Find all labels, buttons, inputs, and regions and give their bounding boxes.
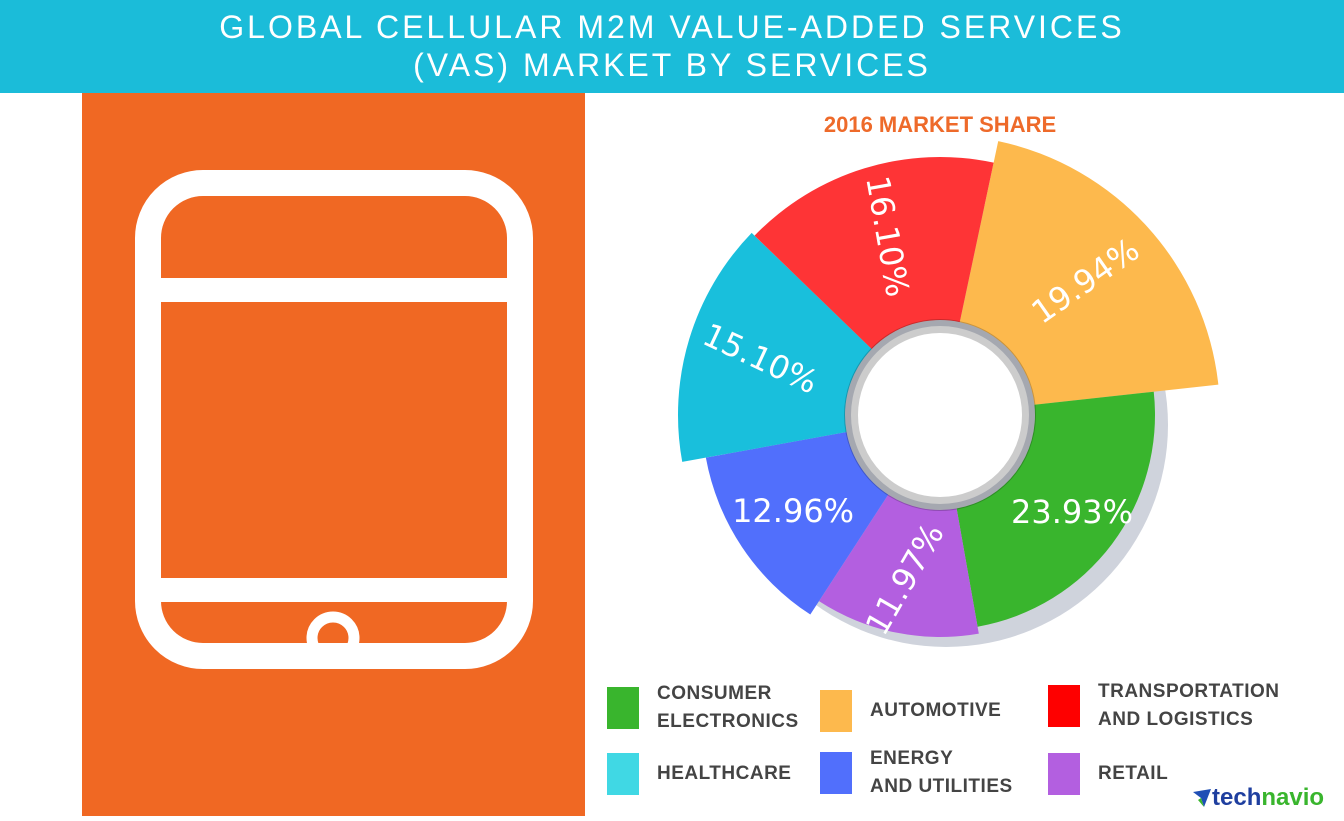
logo-text-navio: navio xyxy=(1261,784,1325,811)
data-label: 23.93% xyxy=(1011,493,1133,531)
slice-healthcare xyxy=(678,232,872,462)
technavio-logo: tech navio xyxy=(1192,784,1324,812)
legend-retail: RETAIL xyxy=(1048,753,1168,795)
legend-consumer-electronics: CONSUMER ELECTRONICS xyxy=(607,680,799,736)
slice-consumer-electronics xyxy=(956,391,1155,627)
title-banner: GLOBAL CELLULAR M2M VALUE-ADDED SERVICES… xyxy=(0,0,1344,93)
legend-swatch xyxy=(607,687,639,729)
slice-retail xyxy=(819,494,979,637)
donut-hole xyxy=(844,319,1036,511)
smartphone-icon xyxy=(135,170,533,669)
legend-label: AND LOGISTICS xyxy=(1098,709,1254,730)
legend-transportation: TRANSPORTATION AND LOGISTICS xyxy=(1048,678,1280,734)
legend-label: AUTOMOTIVE xyxy=(870,700,1002,721)
legend-label: ELECTRONICS xyxy=(657,711,799,732)
legend-label: AND UTILITIES xyxy=(870,776,1013,797)
legend-label: CONSUMER xyxy=(657,683,772,704)
title-line-1: GLOBAL CELLULAR M2M VALUE-ADDED SERVICES xyxy=(219,9,1125,45)
slice-transportation-and-logistics xyxy=(754,157,994,349)
slice-automotive xyxy=(959,141,1219,405)
legend-label: ENERGY xyxy=(870,748,954,769)
legend-swatch xyxy=(820,690,852,732)
legend-automotive: AUTOMOTIVE xyxy=(820,690,1001,732)
logo-arrow-icon xyxy=(1193,789,1211,807)
chart-title: 2016 MARKET SHARE xyxy=(823,112,1057,137)
legend-label: TRANSPORTATION xyxy=(1098,681,1280,702)
legend-swatch xyxy=(1048,753,1080,795)
legend-energy: ENERGY AND UTILITIES xyxy=(820,745,1013,801)
legend-label: RETAIL xyxy=(1098,763,1169,784)
data-label: 12.96% xyxy=(732,492,854,530)
legend-swatch xyxy=(1048,685,1080,727)
legend-swatch xyxy=(820,752,852,794)
logo-text-tech: tech xyxy=(1212,784,1262,811)
phone-panel xyxy=(82,93,585,816)
legend-healthcare: HEALTHCARE xyxy=(607,753,791,795)
legend-swatch xyxy=(607,753,639,795)
legend-label: HEALTHCARE xyxy=(657,763,792,784)
title-line-2: (VAS) MARKET BY SERVICES xyxy=(413,47,931,83)
slice-energy-and-utilities xyxy=(705,432,889,615)
